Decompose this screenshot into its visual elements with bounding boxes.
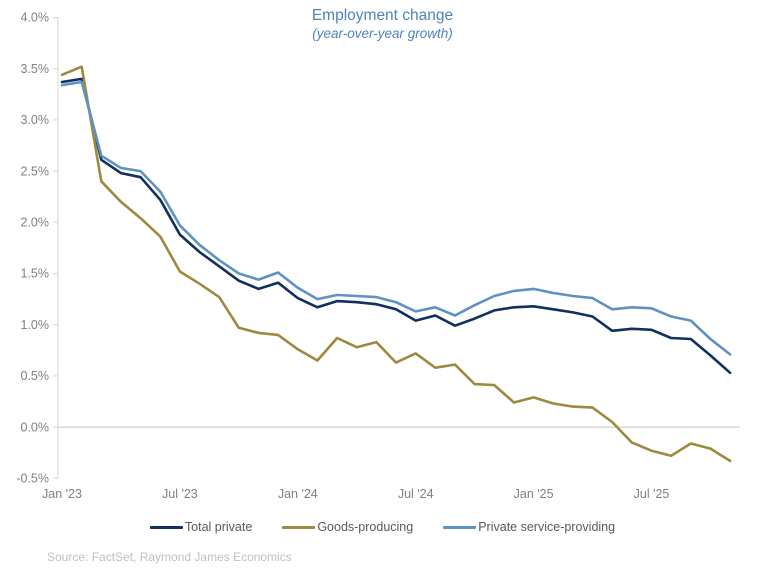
y-axis-tick-label: 0.0% [21,420,50,434]
y-axis-tick-label: 1.0% [21,318,50,332]
y-axis-tick-label: 2.5% [21,164,50,178]
legend-item-goods-producing: Goods-producing [282,520,413,534]
y-axis-tick-label: 0.5% [21,369,50,383]
chart-legend: Total private Goods-producing Private se… [0,517,765,537]
private-service-providing-line-swatch [443,525,477,529]
x-axis-tick-label: Jan '23 [42,487,82,501]
y-axis-tick-label: 2.0% [21,216,50,230]
y-axis-tick-label: -0.5% [16,472,49,486]
x-axis-tick-label: Jan '24 [278,487,318,501]
goods-producing-line-swatch [282,525,316,529]
legend-label-private-service-providing: Private service-providing [478,520,616,534]
legend-label-total-private: Total private [184,520,253,534]
x-axis-tick-label: Jul '25 [634,487,670,501]
y-axis-tick-label: 1.5% [21,267,50,281]
legend-item-private-service-providing: Private service-providing [443,520,615,534]
chart-title-block: Employment change (year-over-year growth… [0,6,765,42]
legend-item-total-private: Total private [149,520,253,534]
employment-change-line-chart: 4.0% 3.5% 3.0% 2.5% 2.0% 1.5% 1.0% 0.5% 0.0% -0.5… [16,11,740,501]
series-line-goods-producing [60,65,732,463]
chart-subtitle: (year-over-year growth) [312,26,453,41]
x-axis-tick-label: Jul '23 [162,487,198,501]
x-axis-tick-label: Jan '25 [514,487,554,501]
total-private-line-swatch [149,525,183,529]
y-axis-tick-label: 4.0% [21,11,50,25]
y-axis-tick-label: 3.0% [21,113,50,127]
x-axis-tick-label: Jul '24 [398,487,434,501]
series-line-private-service-providing [60,80,732,356]
y-axis-tick-label: 3.5% [21,62,50,76]
source-note: Source: FactSet, Raymond James Economics [47,550,292,564]
series-line-total-private [60,77,732,375]
chart-title: Employment change [311,7,454,24]
legend-label-goods-producing: Goods-producing [317,520,414,534]
